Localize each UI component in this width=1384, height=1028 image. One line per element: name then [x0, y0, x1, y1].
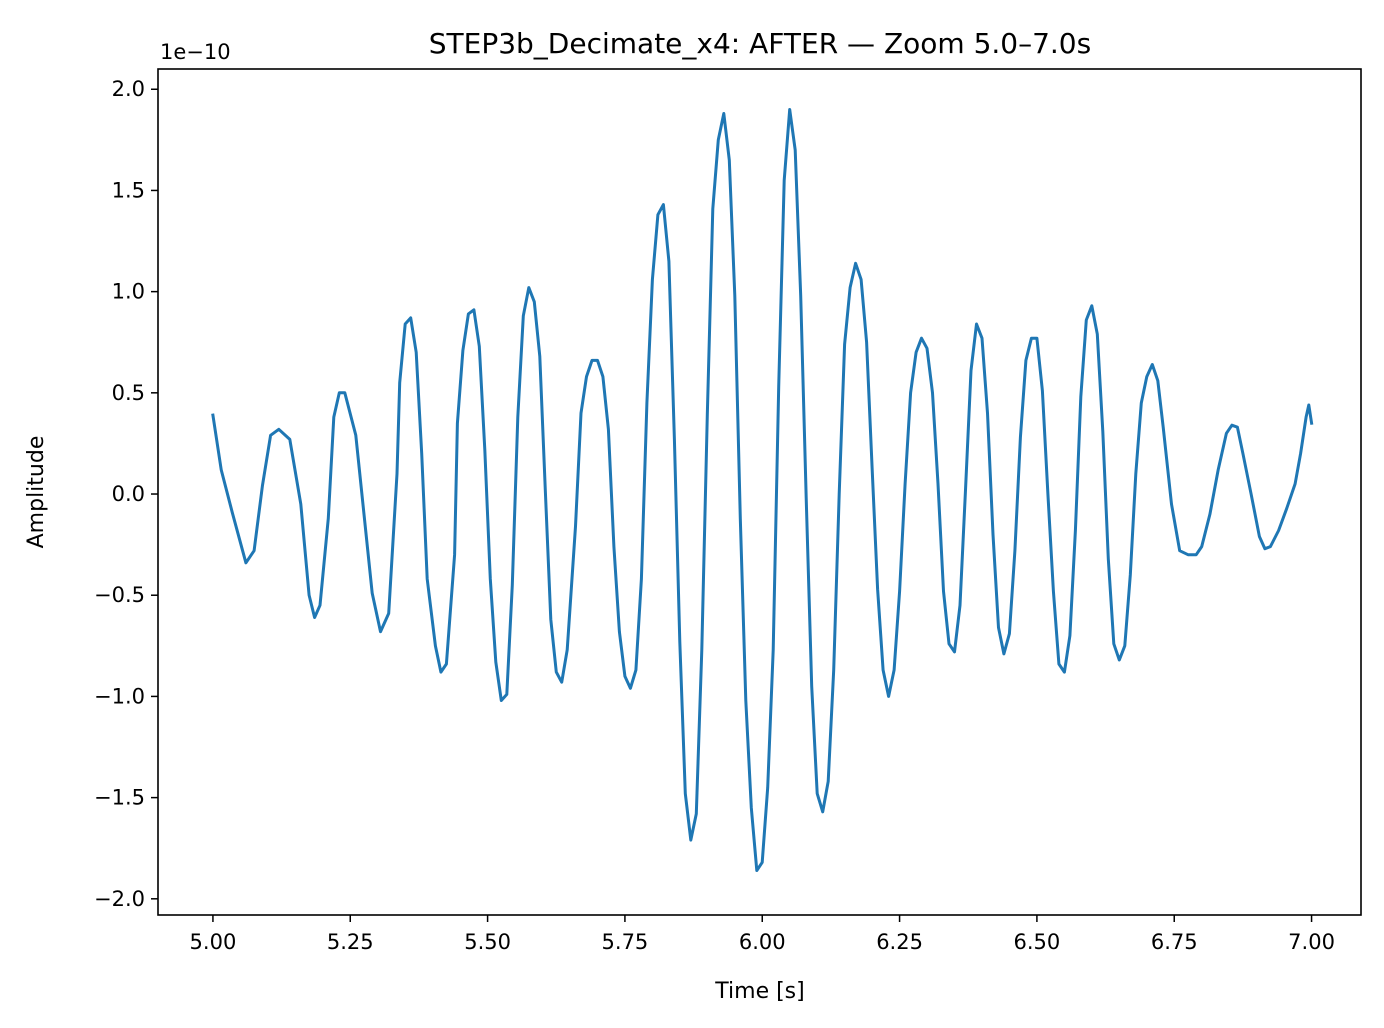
y-tick-label: −0.5	[94, 583, 145, 607]
y-tick-label: 1.0	[112, 280, 145, 304]
series-line-0	[211, 108, 1314, 872]
x-tick-label: 6.00	[739, 930, 786, 954]
plot-frame	[157, 68, 1362, 916]
x-tick-label: 5.75	[602, 930, 649, 954]
y-tick-label: −1.5	[94, 786, 145, 810]
x-tick-label: 5.25	[327, 930, 374, 954]
x-tick-label: 5.00	[190, 930, 237, 954]
x-tick-label: 6.75	[1151, 930, 1198, 954]
plot-area	[211, 108, 1314, 872]
y-tick-label: 1.5	[112, 178, 145, 202]
y-axis-ticks: −2.0 −1.5 −1.0 −0.5 0.0 0.5 1.0 1.5 2.0	[94, 77, 158, 911]
x-tick-label: 5.50	[464, 930, 511, 954]
chart-title: STEP3b_Decimate_x4: AFTER — Zoom 5.0–7.0…	[429, 27, 1091, 60]
x-axis-label: Time [s]	[714, 979, 804, 1004]
y-tick-label: −2.0	[94, 887, 145, 911]
y-axis-label: Amplitude	[24, 436, 49, 549]
y-tick-label: 0.5	[112, 381, 145, 405]
y-tick-label: 2.0	[112, 77, 145, 101]
y-axis-offset-label: 1e−10	[160, 40, 231, 64]
x-tick-label: 7.00	[1288, 930, 1335, 954]
x-tick-label: 6.50	[1014, 930, 1061, 954]
y-tick-label: 0.0	[112, 482, 145, 506]
x-axis-ticks: 5.00 5.25 5.50 5.75 6.00 6.25 6.50 6.75 7.00	[190, 915, 1335, 954]
y-tick-label: −1.0	[94, 684, 145, 708]
x-tick-label: 6.25	[876, 930, 923, 954]
